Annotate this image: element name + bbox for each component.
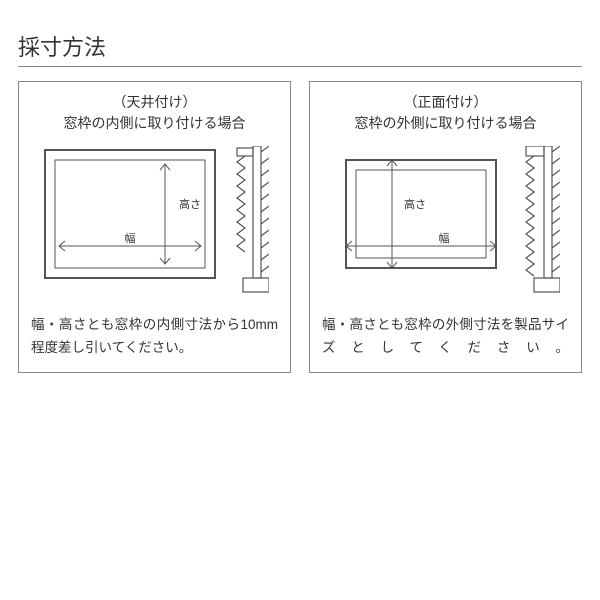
- panels-row: （天井付け） 窓枠の内側に取り付ける場合: [18, 81, 582, 373]
- panel-outside-mount: （正面付け） 窓枠の外側に取り付ける場合: [309, 81, 582, 373]
- panel-inside-mount: （天井付け） 窓枠の内側に取り付ける場合: [18, 81, 291, 373]
- height-label: 高さ: [404, 197, 426, 211]
- panel-description: 窓枠の内側に取り付ける場合: [64, 115, 246, 131]
- side-diagram-inside: [225, 146, 269, 300]
- panel-note: 幅・高さとも窓枠の外側寸法を製品サイズとしてください。: [318, 314, 573, 360]
- panel-subtitle: （天井付け）: [113, 94, 197, 110]
- height-label: 高さ: [179, 197, 201, 211]
- side-diagram-outside: [516, 146, 560, 300]
- panel-subtitle: （正面付け）: [404, 94, 488, 110]
- panel-note: 幅・高さとも窓枠の内側寸法から10mm程度差し引いてください。: [27, 314, 282, 360]
- panel-description: 窓枠の外側に取り付ける場合: [355, 115, 537, 131]
- page-title: 採寸方法: [18, 30, 582, 67]
- width-label: 幅: [124, 232, 135, 245]
- front-diagram-outside: 幅 高さ: [332, 146, 510, 284]
- front-diagram-inside: 幅 高さ: [41, 146, 219, 284]
- width-label: 幅: [438, 232, 449, 245]
